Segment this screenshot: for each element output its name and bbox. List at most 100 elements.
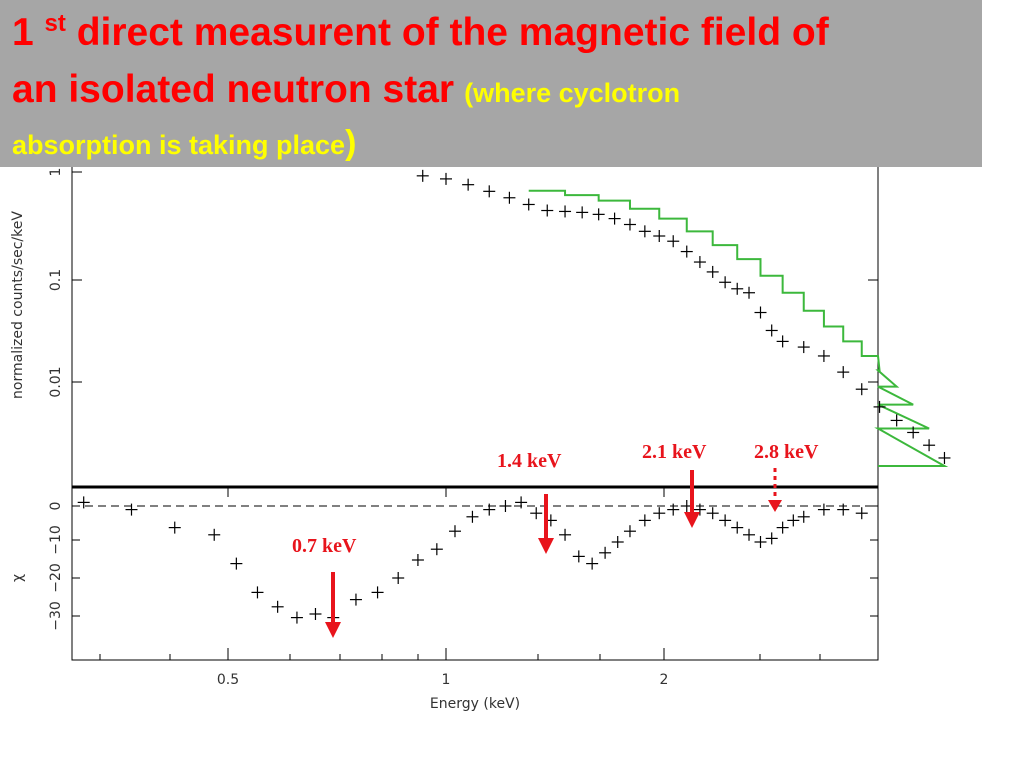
data-point <box>743 286 756 299</box>
model-histogram-line <box>528 189 949 468</box>
data-point <box>592 208 605 221</box>
title-banner: 1 st direct measurent of the magnetic fi… <box>0 0 982 167</box>
x-tick-label-0-5: 0.5 <box>217 672 239 688</box>
data-point <box>817 349 830 362</box>
data-point <box>559 205 572 218</box>
residual-marks <box>77 496 868 624</box>
residual-point <box>787 514 800 527</box>
data-point <box>731 282 744 295</box>
data-point <box>667 235 680 248</box>
residual-point <box>125 503 138 516</box>
residual-point <box>599 546 612 559</box>
residual-point <box>623 525 636 538</box>
residual-point <box>706 507 719 520</box>
data-point <box>938 451 951 464</box>
residual-point <box>731 521 744 534</box>
residual-point <box>797 510 810 523</box>
x-tick-label-2: 2 <box>660 672 669 688</box>
upper-y-axis-label: normalized counts/sec/keV <box>10 211 26 399</box>
title-subtext-2: (where cyclotron <box>464 78 681 108</box>
data-point <box>837 366 850 379</box>
residual-point <box>855 507 868 520</box>
annotation-2-8-kev: 2.8 keV <box>754 441 819 463</box>
residual-point <box>411 554 424 566</box>
data-point <box>440 172 452 185</box>
y-tick-label-0-01: 0.01 <box>48 366 64 397</box>
data-point <box>576 206 589 219</box>
residual-point <box>392 572 405 584</box>
data-point <box>483 185 496 198</box>
lower-panel-frame <box>71 486 879 661</box>
title-close-paren: ) <box>345 124 357 162</box>
chi-tick-0: 0 <box>48 502 64 511</box>
data-point <box>653 230 666 243</box>
data-point <box>754 306 767 319</box>
x-ticks <box>72 171 878 660</box>
residual-point <box>515 496 528 509</box>
data-point <box>890 414 903 427</box>
data-point <box>503 191 516 204</box>
title-line-3: absorption is taking place) <box>12 124 356 163</box>
x-tick-label-1: 1 <box>442 672 451 688</box>
residual-point <box>837 503 850 516</box>
residual-point <box>77 496 90 509</box>
residual-point <box>499 500 512 512</box>
title-text-2: an isolated neutron star <box>12 68 455 111</box>
annotation-2-1-kev: 2.1 keV <box>642 441 707 463</box>
residual-point <box>530 507 543 520</box>
residual-point <box>586 557 599 570</box>
upper-panel-marks <box>416 169 951 468</box>
residual-point <box>653 507 666 520</box>
residual-point <box>776 521 789 534</box>
data-point <box>706 265 719 278</box>
data-point <box>776 335 789 348</box>
residual-point <box>572 550 585 563</box>
data-point <box>541 204 554 217</box>
chi-tick-minus30: −30 <box>48 601 64 631</box>
annotation-arrows <box>325 468 782 638</box>
residual-point <box>251 586 264 599</box>
data-point <box>719 276 732 289</box>
data-point <box>797 341 810 354</box>
residual-point <box>765 532 778 545</box>
residual-point <box>271 600 284 613</box>
y-tick-label-0-1: 0.1 <box>48 269 64 291</box>
residual-point <box>349 593 362 606</box>
data-point <box>522 198 535 211</box>
title-number: 1 <box>12 11 45 54</box>
residual-point <box>559 528 572 541</box>
residual-point <box>309 608 322 620</box>
residual-point <box>466 510 479 523</box>
y-tick-label-1: 1 <box>48 168 64 177</box>
residual-point <box>638 514 651 527</box>
annotation-1-4-kev: 1.4 keV <box>497 450 562 472</box>
residual-point <box>667 503 680 516</box>
title-text-1: direct measurent of the magnetic field o… <box>65 11 829 54</box>
residual-point <box>208 528 221 541</box>
title-subtext-3: absorption is taking place <box>12 130 346 160</box>
data-point <box>693 256 706 269</box>
residual-point <box>483 503 496 516</box>
residual-point <box>693 503 706 516</box>
annotation-0-7-kev: 0.7 keV <box>292 535 357 557</box>
title-line-1: 1 st direct measurent of the magnetic fi… <box>12 10 829 55</box>
data-point <box>873 400 886 413</box>
upper-panel-frame <box>71 159 879 488</box>
data-point <box>638 225 651 238</box>
chi-tick-minus20: −20 <box>48 563 64 593</box>
data-point <box>765 324 778 337</box>
data-point <box>608 212 621 225</box>
residual-point <box>611 536 624 548</box>
residual-point <box>719 514 732 527</box>
title-line-2: an isolated neutron star (where cyclotron <box>12 68 680 112</box>
data-point <box>623 218 636 231</box>
residual-point <box>430 543 443 556</box>
data-point <box>680 245 693 258</box>
data-point <box>855 383 868 396</box>
x-axis-label: Energy (keV) <box>430 696 520 712</box>
residual-point <box>168 521 181 534</box>
chi-tick-minus10: −10 <box>48 525 64 555</box>
lower-y-axis-label: χ <box>10 574 26 582</box>
data-point <box>416 169 429 182</box>
